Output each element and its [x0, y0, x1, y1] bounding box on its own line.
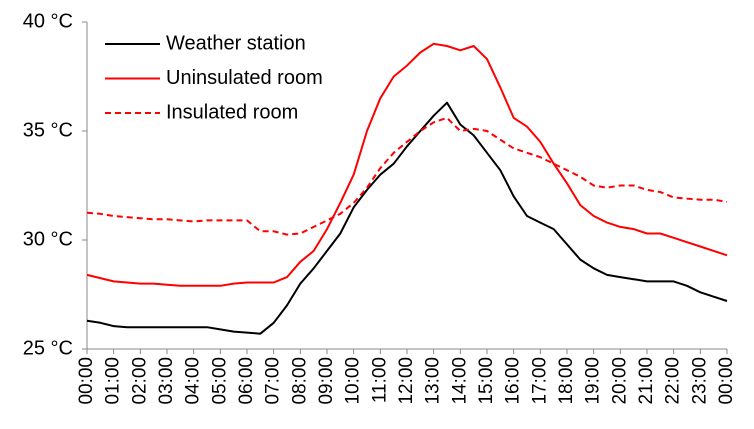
legend-label: Uninsulated room — [166, 67, 323, 89]
y-tick-label: 30 °C — [23, 228, 73, 250]
y-tick-label: 25 °C — [23, 337, 73, 359]
x-tick-label: 03:00 — [156, 357, 177, 405]
x-tick-label: 06:00 — [236, 357, 257, 405]
x-tick-label: 14:00 — [449, 357, 470, 405]
x-tick-label: 13:00 — [423, 357, 444, 405]
x-tick-label: 05:00 — [209, 357, 230, 405]
x-tick-label: 08:00 — [289, 357, 310, 405]
x-tick-label: 16:00 — [503, 357, 524, 405]
x-tick-label: 20:00 — [609, 357, 630, 405]
legend-label: Insulated room — [166, 101, 298, 123]
x-tick-label: 23:00 — [689, 357, 710, 405]
x-tick-label: 22:00 — [663, 357, 684, 405]
x-tick-label: 15:00 — [476, 357, 497, 405]
x-tick-label: 00:00 — [76, 357, 97, 405]
x-tick-label: 21:00 — [636, 357, 657, 405]
x-tick-label: 01:00 — [103, 357, 124, 405]
x-tick-label: 07:00 — [263, 357, 284, 405]
x-tick-label: 18:00 — [556, 357, 577, 405]
x-tick-label: 00:00 — [716, 357, 737, 405]
series-line — [86, 116, 728, 236]
x-tick-label: 19:00 — [583, 357, 604, 405]
y-tick-label: 40 °C — [23, 10, 73, 32]
series-line — [86, 42, 728, 287]
x-tick-label: 04:00 — [183, 357, 204, 405]
legend-label: Weather station — [166, 32, 306, 54]
y-tick-label: 35 °C — [23, 119, 73, 141]
x-tick-label: 17:00 — [529, 357, 550, 405]
x-tick-label: 12:00 — [396, 357, 417, 405]
x-tick-label: 02:00 — [129, 357, 150, 405]
x-tick-label: 11:00 — [369, 357, 390, 403]
x-tick-label: 09:00 — [316, 357, 337, 405]
series-line — [86, 101, 728, 335]
x-tick-label: 10:00 — [343, 357, 364, 405]
